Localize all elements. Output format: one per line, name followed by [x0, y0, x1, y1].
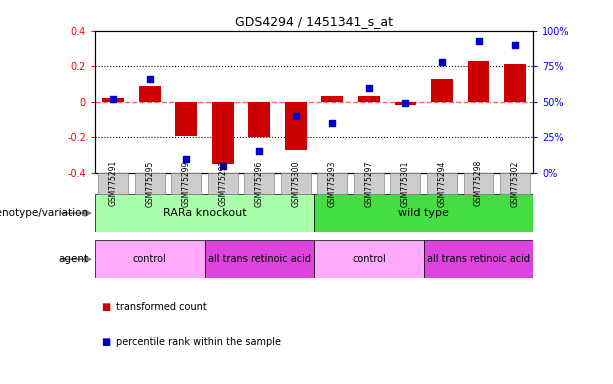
FancyBboxPatch shape: [135, 173, 165, 194]
FancyBboxPatch shape: [245, 173, 275, 194]
Text: genotype/variation: genotype/variation: [0, 208, 89, 218]
Bar: [468, 61, 489, 102]
FancyBboxPatch shape: [314, 240, 424, 278]
Text: percentile rank within the sample: percentile rank within the sample: [116, 337, 281, 347]
FancyBboxPatch shape: [424, 240, 533, 278]
Text: wild type: wild type: [398, 208, 449, 218]
FancyBboxPatch shape: [427, 173, 457, 194]
Bar: [504, 65, 526, 102]
Point: [474, 38, 484, 44]
Text: GSM775298: GSM775298: [474, 160, 483, 207]
Text: GSM775300: GSM775300: [291, 160, 300, 207]
Point: [254, 148, 264, 154]
Point: [181, 156, 191, 162]
Point: [400, 100, 410, 106]
Text: ■: ■: [101, 302, 110, 312]
Bar: [431, 79, 453, 102]
FancyBboxPatch shape: [354, 173, 384, 194]
FancyBboxPatch shape: [95, 194, 314, 232]
Bar: [212, 102, 234, 164]
Text: GSM775294: GSM775294: [438, 160, 446, 207]
Point: [327, 120, 337, 126]
Text: GSM775295: GSM775295: [145, 160, 154, 207]
Bar: [175, 102, 197, 136]
FancyBboxPatch shape: [205, 240, 314, 278]
Text: GSM775296: GSM775296: [255, 160, 264, 207]
Title: GDS4294 / 1451341_s_at: GDS4294 / 1451341_s_at: [235, 15, 393, 28]
Bar: [321, 96, 343, 102]
Point: [145, 76, 154, 82]
Point: [510, 42, 520, 48]
FancyBboxPatch shape: [500, 173, 530, 194]
Point: [109, 96, 118, 102]
FancyBboxPatch shape: [172, 173, 201, 194]
Bar: [102, 98, 124, 102]
FancyBboxPatch shape: [281, 173, 311, 194]
Bar: [248, 102, 270, 137]
Text: control: control: [133, 254, 167, 264]
Text: GSM775302: GSM775302: [511, 160, 520, 207]
Bar: [285, 102, 307, 150]
Text: GSM775299: GSM775299: [182, 160, 191, 207]
FancyBboxPatch shape: [208, 173, 238, 194]
FancyBboxPatch shape: [98, 173, 128, 194]
Bar: [395, 102, 416, 105]
Point: [291, 113, 301, 119]
Text: all trans retinoic acid: all trans retinoic acid: [427, 254, 530, 264]
Text: RARa knockout: RARa knockout: [163, 208, 246, 218]
Text: GSM775297: GSM775297: [365, 160, 373, 207]
Point: [437, 59, 447, 65]
Bar: [139, 86, 161, 102]
Text: GSM775301: GSM775301: [401, 160, 410, 207]
Point: [364, 84, 374, 91]
FancyBboxPatch shape: [95, 240, 205, 278]
Point: [218, 163, 228, 169]
Text: transformed count: transformed count: [116, 302, 207, 312]
FancyBboxPatch shape: [390, 173, 421, 194]
Text: control: control: [352, 254, 386, 264]
Text: GSM775291: GSM775291: [109, 160, 118, 207]
FancyBboxPatch shape: [314, 194, 533, 232]
Bar: [358, 96, 380, 102]
Text: agent: agent: [59, 254, 89, 264]
Text: all trans retinoic acid: all trans retinoic acid: [208, 254, 311, 264]
Text: ■: ■: [101, 337, 110, 347]
FancyBboxPatch shape: [318, 173, 348, 194]
Text: GSM775293: GSM775293: [328, 160, 337, 207]
Text: GSM775292: GSM775292: [218, 160, 227, 207]
FancyBboxPatch shape: [463, 173, 493, 194]
